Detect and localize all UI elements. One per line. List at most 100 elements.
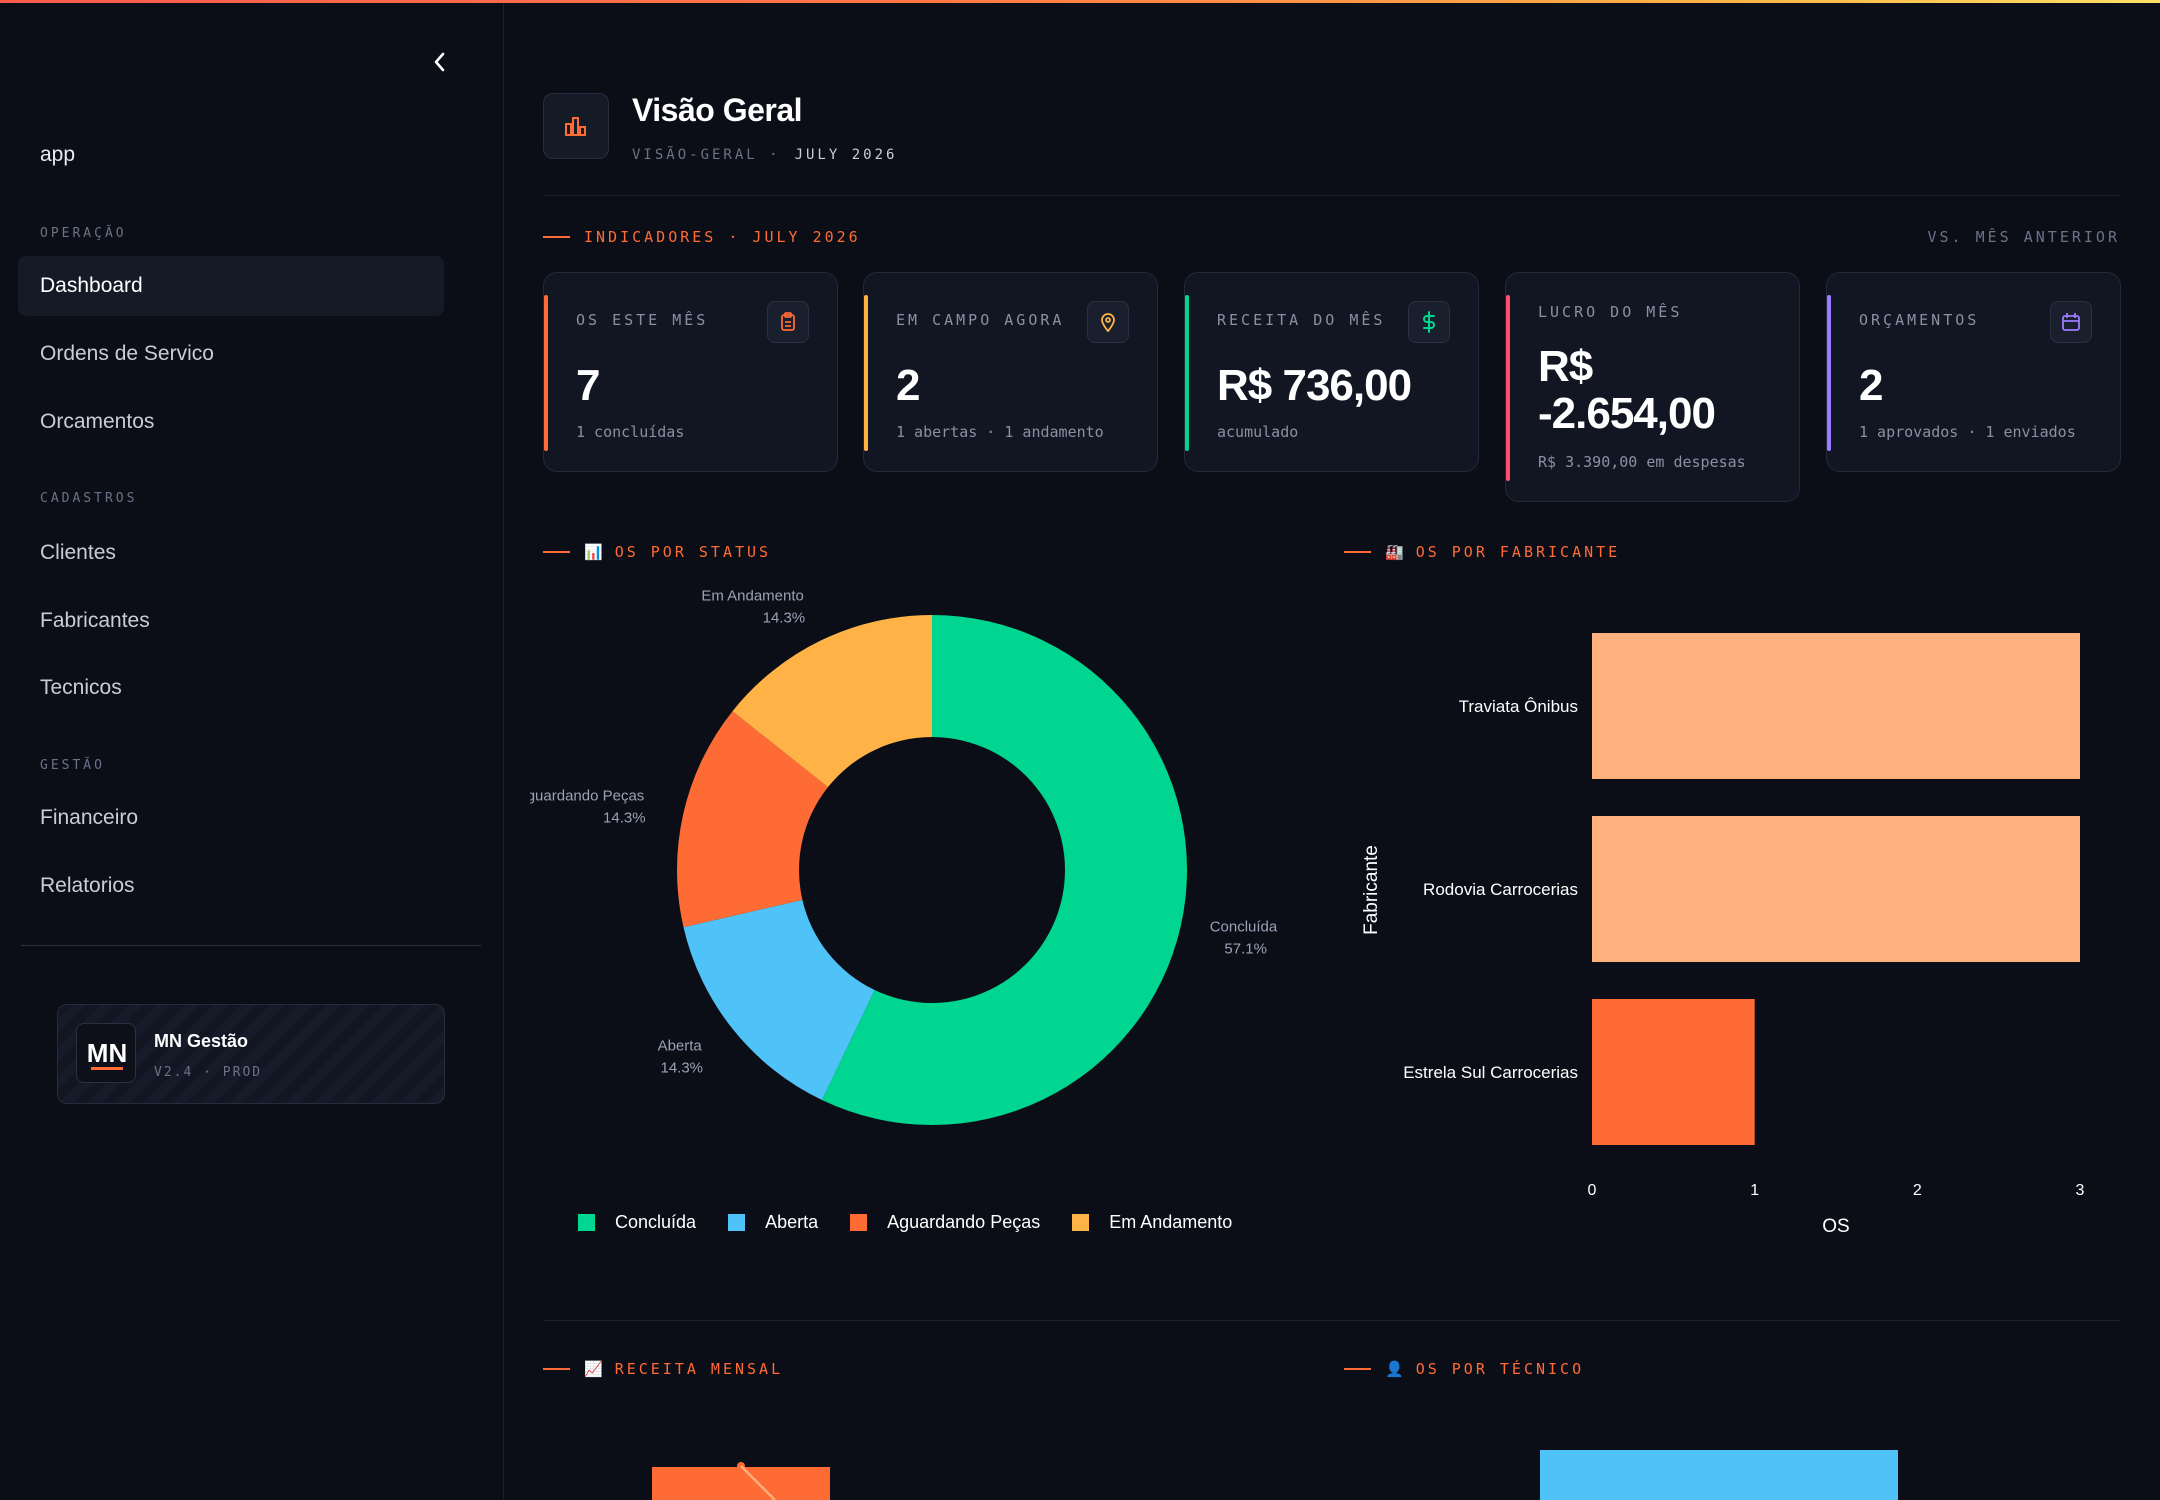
bar-0[interactable] [1592, 633, 2080, 779]
kpi-value: 2 [896, 361, 921, 410]
kpi-icon-box [1087, 301, 1129, 343]
kpi-accent-bar [1827, 295, 1831, 451]
nav-section-gestao: GESTÃO [40, 758, 105, 773]
kpi-value: 7 [576, 361, 601, 410]
kpi-value-amount: -2.654,00 [1538, 389, 1716, 438]
kpi-label: ORÇAMENTOS [1859, 311, 1980, 329]
donut-slice-3[interactable] [732, 615, 932, 788]
brand-logo: MN [76, 1023, 136, 1083]
legend-label: Em Andamento [1109, 1212, 1233, 1232]
donut-percent-2: 14.3% [603, 810, 646, 827]
kpi-value: 2 [1859, 361, 1884, 410]
y-axis-label: Fabricante [1361, 845, 1382, 935]
legend-swatch [850, 1214, 868, 1231]
sidebar-item-clientes[interactable]: Clientes [40, 541, 116, 564]
tecnico-bar [1540, 1450, 1898, 1500]
x-axis-label: OS [1822, 1216, 1849, 1237]
indicators-heading-text: INDICADORES · JULY 2026 [584, 228, 861, 246]
category-label-2: Estrela Sul Carrocerias [1403, 1063, 1578, 1082]
bar-chart-icon [565, 117, 586, 136]
x-tick-1: 1 [1750, 1182, 1759, 1199]
donut-slice-2[interactable] [677, 711, 828, 928]
kpi-subtext: 1 concluídas [576, 423, 685, 441]
receita-heading-text: RECEITA MENSAL [614, 1360, 784, 1378]
tecnico-heading-text: OS POR TÉCNICO [1415, 1360, 1585, 1378]
kpi-subtext: acumulado [1217, 423, 1299, 441]
donut-percent-0: 57.1% [1224, 940, 1267, 957]
legend-item-aberta[interactable]: Aberta [728, 1212, 818, 1233]
kpi-accent-bar [864, 295, 868, 451]
bar-2[interactable] [1592, 999, 1755, 1145]
person-emoji-icon: 👤 [1385, 1360, 1404, 1378]
donut-label-3: Em Andamento [701, 590, 804, 604]
sidebar-item-financeiro[interactable]: Financeiro [40, 806, 139, 829]
kpi-icon-box [1408, 301, 1450, 343]
kpi-subtext: 1 aprovados · 1 enviados [1859, 423, 2076, 441]
clipboard-icon [781, 312, 795, 331]
collapse-sidebar-button[interactable] [425, 47, 455, 77]
sidebar-item-tecnicos[interactable]: Tecnicos [40, 676, 122, 699]
tecnico-section-heading: 👤 OS POR TÉCNICO [1344, 1360, 1584, 1378]
header-divider [543, 195, 2120, 196]
sidebar-item-fabricantes[interactable]: Fabricantes [40, 609, 150, 632]
page-icon [543, 93, 609, 159]
donut-percent-1: 14.3% [660, 1059, 703, 1076]
donut-label-0: Concluída [1210, 918, 1278, 935]
kpi-card-lucro-do-mes[interactable]: LUCRO DO MÊS R$ -2.654,00 R$ 3.390,00 em… [1505, 272, 1800, 502]
sidebar-item-orcamentos[interactable]: Orcamentos [40, 410, 155, 433]
sidebar-item-ordens-de-servico[interactable]: Ordens de Servico [40, 342, 214, 365]
kpi-card-orcamentos[interactable]: ORÇAMENTOS 2 1 aprovados · 1 enviados [1826, 272, 2121, 472]
kpi-label: EM CAMPO AGORA [896, 311, 1065, 329]
kpi-label: OS ESTE MÊS [576, 311, 709, 329]
kpi-accent-bar [1185, 295, 1189, 451]
fabricante-heading-text: OS POR FABRICANTE [1415, 543, 1621, 561]
status-heading-text: OS POR STATUS [614, 543, 772, 561]
receita-bar [652, 1467, 830, 1500]
donut-slice-1[interactable] [683, 899, 875, 1101]
legend-item-em-andamento[interactable]: Em Andamento [1072, 1212, 1232, 1233]
legend-label: Aguardando Peças [887, 1212, 1041, 1232]
kpi-card-receita-do-mes[interactable]: RECEITA DO MÊS R$ 736,00 acumulado [1184, 272, 1479, 472]
legend-label: Aberta [765, 1212, 819, 1232]
brand-logo-text: MN [87, 1038, 127, 1068]
os-por-status-chart: Concluída 57.1% Aberta 14.3% Aguardando Peça… [530, 590, 1278, 1125]
sidebar-item-dashboard[interactable]: Dashboard [18, 256, 444, 316]
sidebar-item-relatorios[interactable]: Relatorios [40, 874, 135, 897]
brand-version: V2.4 · PROD [154, 1065, 263, 1080]
legend-item-aguardando-pecas[interactable]: Aguardando Peças [850, 1212, 1040, 1233]
page-title: Visão Geral [632, 92, 803, 128]
donut-label-2: Aguardando Peças [530, 788, 644, 805]
legend-swatch [728, 1214, 746, 1231]
kpi-accent-bar [1506, 295, 1510, 481]
kpi-subtext: R$ 3.390,00 em despesas [1538, 453, 1746, 471]
category-label-0: Traviata Ônibus [1459, 697, 1578, 716]
kpi-card-os-este-mes[interactable]: OS ESTE MÊS 7 1 concluídas [543, 272, 838, 472]
legend-item-concluida[interactable]: Concluída [578, 1212, 696, 1233]
receita-section-heading: 📈 RECEITA MENSAL [543, 1360, 783, 1378]
status-legend: Concluída Aberta Aguardando Peças Em And… [578, 1212, 1264, 1233]
comparison-label: VS. MÊS ANTERIOR [1927, 228, 2120, 246]
kpi-icon-box [767, 301, 809, 343]
kpi-card-em-campo-agora[interactable]: EM CAMPO AGORA 2 1 abertas · 1 andamento [863, 272, 1158, 472]
bar-1[interactable] [1592, 816, 2080, 962]
breadcrumb-month: JULY 2026 [794, 147, 898, 163]
app-name: app [40, 143, 76, 166]
sidebar: app OPERAÇÃO Dashboard Ordens de Servico… [0, 3, 504, 1500]
status-section-heading: 📊 OS POR STATUS [543, 543, 771, 561]
kpi-subtext: 1 abertas · 1 andamento [896, 423, 1104, 441]
chevron-left-icon [434, 52, 445, 72]
kpi-icon-box [2050, 301, 2092, 343]
calendar-icon [2062, 313, 2080, 331]
chart-emoji-icon: 📊 [584, 543, 603, 561]
kpi-accent-bar [544, 295, 548, 451]
brand-name: MN Gestão [154, 1031, 249, 1051]
kpi-label: LUCRO DO MÊS [1538, 303, 1683, 321]
nav-section-operacao: OPERAÇÃO [40, 226, 127, 241]
kpi-value: R$ 736,00 [1217, 361, 1412, 410]
donut-slice-0[interactable] [821, 615, 1187, 1125]
legend-swatch [578, 1214, 595, 1231]
breadcrumb-path: VISÃO-GERAL · [632, 147, 781, 163]
brand-card: MN MN Gestão V2.4 · PROD [57, 1004, 445, 1104]
kpi-value: R$ -2.654,00 [1538, 342, 1716, 438]
kpi-value-currency: R$ [1538, 342, 1593, 391]
